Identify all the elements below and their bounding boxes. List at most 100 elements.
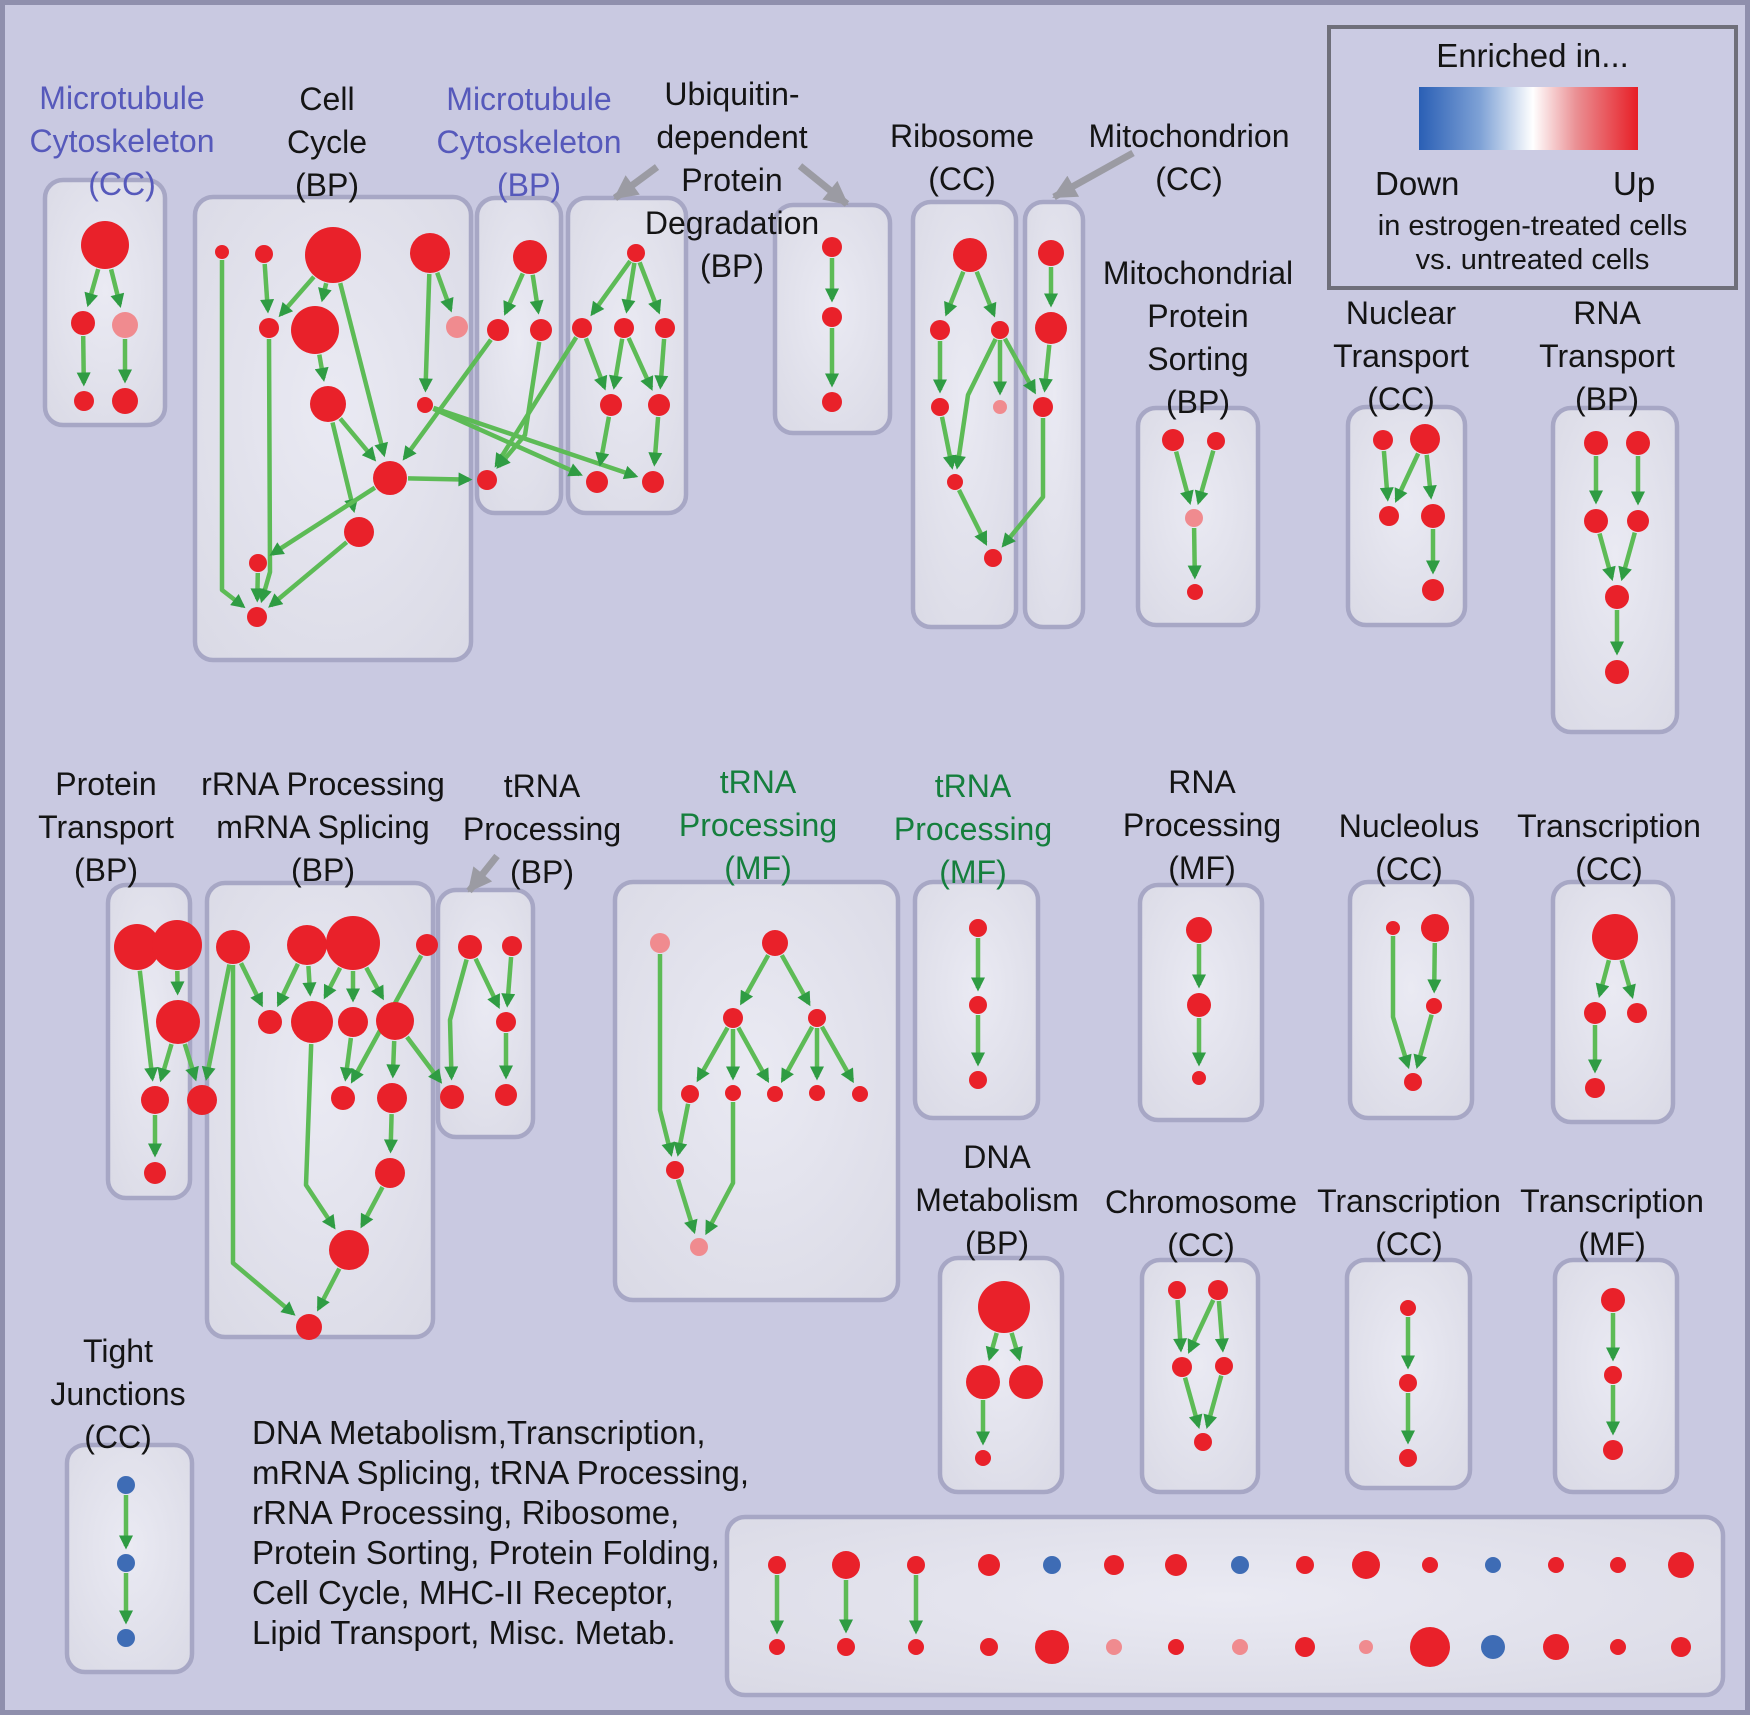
- relation-edge: [338, 282, 388, 458]
- go-term-node: [627, 244, 645, 262]
- go-term-node: [1194, 1433, 1212, 1451]
- go-term-node: [1208, 1280, 1228, 1300]
- relation-edge: [673, 1103, 691, 1157]
- relation-edge: [1187, 1299, 1216, 1354]
- go-term-node: [249, 554, 267, 572]
- relation-edge: [340, 1037, 354, 1082]
- go-term-node: [310, 386, 346, 422]
- legend-down-label: Down: [1375, 165, 1460, 202]
- misc-line: Cell Cycle, MHC-II Receptor,: [252, 1574, 674, 1611]
- go-term-node: [1172, 1357, 1192, 1377]
- go-term-node: [215, 245, 229, 259]
- relation-edge: [444, 958, 469, 1081]
- relation-edge: [503, 272, 525, 316]
- go-term-node: [81, 221, 129, 269]
- go-term-node: [1410, 424, 1440, 454]
- go-term-node: [1035, 1630, 1069, 1664]
- go-term-node: [1422, 1557, 1438, 1573]
- go-term-node: [723, 1008, 743, 1028]
- go-term-node: [1543, 1634, 1569, 1660]
- relation-edge: [276, 962, 300, 1008]
- relation-edge: [956, 488, 988, 546]
- relation-edge: [501, 956, 516, 1008]
- relation-edge: [1173, 451, 1194, 505]
- go-term-node: [762, 930, 788, 956]
- go-term-node: [1426, 998, 1442, 1014]
- go-term-node: [258, 1010, 282, 1034]
- go-term-node: [969, 919, 987, 937]
- go-term-node: [1585, 1078, 1605, 1098]
- go-term-node: [530, 319, 552, 341]
- go-term-node: [953, 238, 987, 272]
- relation-edge: [318, 282, 332, 303]
- relation-edge: [819, 1025, 855, 1084]
- relation-edge: [654, 338, 669, 390]
- relation-edge: [609, 338, 625, 390]
- relation-edge: [1618, 531, 1637, 582]
- go-term-node: [331, 1086, 355, 1110]
- relation-edge: [405, 1035, 443, 1084]
- go-term-node: [117, 1476, 135, 1494]
- go-term-node: [117, 1554, 135, 1572]
- go-term-node: [1584, 1002, 1606, 1024]
- go-term-node: [305, 227, 361, 283]
- go-term-node: [1584, 431, 1608, 455]
- relation-edge: [473, 957, 501, 1009]
- relation-edge: [219, 260, 246, 609]
- go-term-node: [1481, 1635, 1505, 1659]
- relation-edge: [108, 268, 125, 308]
- go-term-node: [1186, 917, 1212, 943]
- relation-edge: [1038, 344, 1053, 393]
- go-term-node: [375, 1158, 405, 1188]
- relation-edge: [696, 1026, 730, 1083]
- relation-edge: [137, 970, 159, 1082]
- go-term-node: [600, 394, 622, 416]
- relation-edge: [1595, 959, 1612, 998]
- go-term-node: [648, 394, 670, 416]
- go-term-node: [1165, 1554, 1187, 1576]
- relation-edge: [621, 262, 637, 314]
- go-term-node: [502, 936, 522, 956]
- go-term-node: [440, 1085, 464, 1109]
- go-term-node: [690, 1238, 708, 1256]
- relation-edge: [250, 572, 265, 603]
- go-term-node: [1404, 1073, 1422, 1091]
- go-term-node: [1421, 504, 1445, 528]
- go-term-node: [978, 1281, 1030, 1333]
- go-term-node: [1215, 1357, 1233, 1375]
- go-term-node: [291, 306, 339, 354]
- relation-edge: [939, 416, 957, 470]
- go-term-node: [1185, 509, 1203, 527]
- go-term-node: [655, 318, 675, 338]
- relation-edge: [736, 1026, 770, 1084]
- legend: Enriched in... Down Up in estrogen-treat…: [1327, 25, 1738, 290]
- relation-edge: [1187, 527, 1202, 580]
- cluster-box-nuclear-transport-cc: [1345, 404, 1468, 628]
- relation-edge: [1619, 959, 1636, 1000]
- legend-title: Enriched in...: [1436, 37, 1629, 74]
- relation-edge: [238, 962, 264, 1008]
- go-term-node: [513, 240, 547, 274]
- go-term-node: [931, 398, 949, 416]
- go-term-node: [1610, 1639, 1626, 1655]
- go-term-node: [255, 245, 273, 263]
- go-term-node: [156, 1000, 200, 1044]
- relation-edge: [1173, 1299, 1188, 1353]
- go-term-node: [767, 1086, 783, 1102]
- go-term-node: [338, 1007, 368, 1037]
- relation-edge: [316, 1267, 342, 1312]
- relation-edge: [1379, 450, 1394, 502]
- relation-edge: [1422, 454, 1437, 500]
- go-term-node: [1410, 1627, 1450, 1667]
- cluster-box-ubiquitin-dependent-protein-degradation-bp: [565, 195, 689, 516]
- go-term-node: [1604, 1366, 1622, 1384]
- go-term-node: [487, 319, 509, 341]
- relation-edge: [739, 954, 771, 1006]
- go-term-node: [247, 607, 267, 627]
- legend-subtitle-1: in estrogen-treated cells: [1377, 210, 1688, 242]
- relation-edge: [648, 416, 663, 467]
- legend-up-label: Up: [1613, 165, 1656, 202]
- go-term-node: [614, 318, 634, 338]
- go-term-node: [1603, 1440, 1623, 1460]
- go-term-node: [114, 924, 160, 970]
